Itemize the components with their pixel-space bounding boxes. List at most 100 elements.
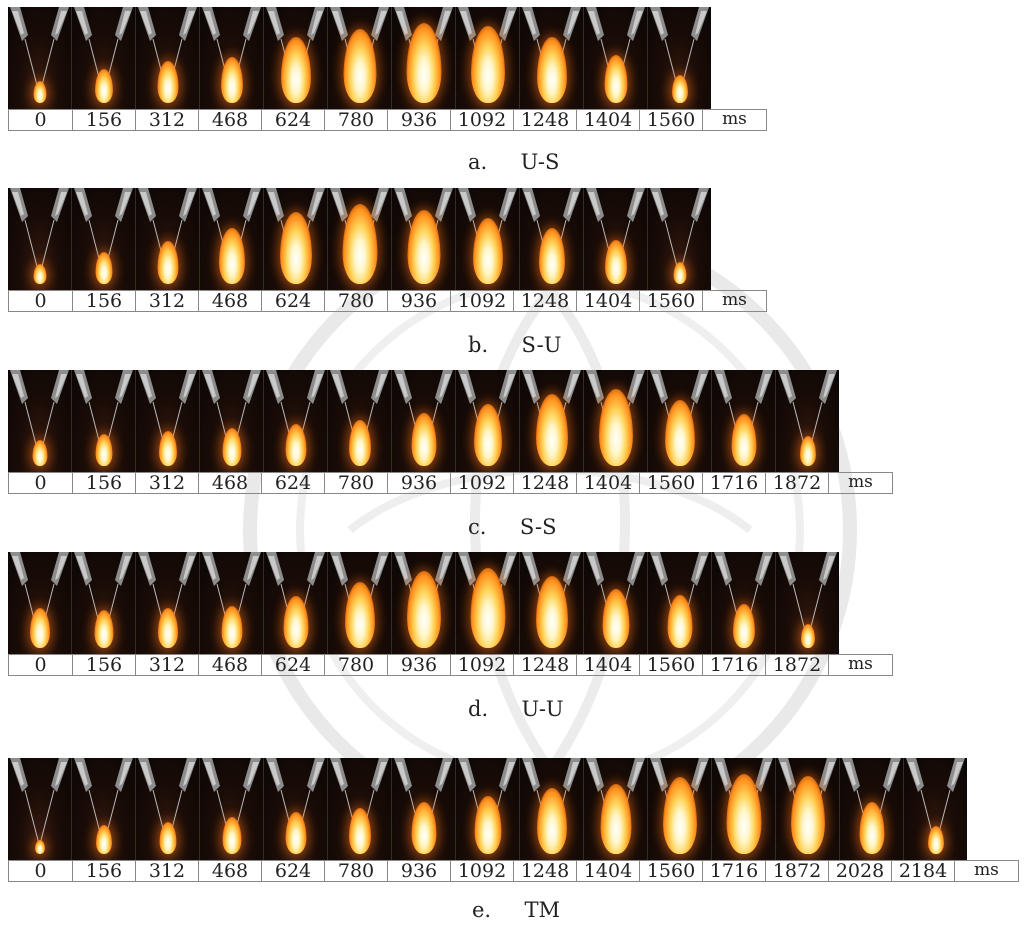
- time-label: 1248: [513, 291, 576, 312]
- frame-strip: [8, 552, 893, 654]
- electrode-holder-icon: [266, 552, 325, 641]
- flame-frame: [711, 552, 775, 654]
- time-label: 624: [261, 473, 324, 494]
- flame-frame: [647, 758, 711, 860]
- time-label: 1716: [702, 655, 765, 676]
- time-label: 1092: [450, 473, 513, 494]
- time-label-row: 0 156 312 468 624 780 936 1092 1248 1404 1560 1716 1…: [8, 860, 1019, 882]
- flame-icon: [285, 812, 306, 854]
- flame-icon: [222, 817, 241, 854]
- panel-e: 0 156 312 468 624 780 936 1092 1248 1404 1560 1716 1…: [8, 758, 1019, 882]
- flame-icon: [221, 606, 242, 648]
- flame-frame: [583, 758, 647, 860]
- frame-strip: [8, 758, 1019, 860]
- caption-b: b. S-U: [468, 333, 562, 357]
- flame-frame: [647, 552, 711, 654]
- time-label: 468: [198, 110, 261, 131]
- flame-icon: [604, 55, 627, 103]
- flame-frame: [327, 188, 391, 290]
- flame-icon: [280, 37, 311, 103]
- flame-icon: [157, 61, 178, 103]
- electrode-holder-icon: [138, 552, 197, 641]
- flame-frame: [711, 758, 775, 860]
- time-label: 780: [324, 861, 387, 882]
- time-label: 1404: [576, 291, 639, 312]
- flame-frame: [583, 370, 647, 472]
- electrode-holder-icon: [74, 188, 133, 277]
- flame-icon: [158, 431, 177, 466]
- time-label: 2028: [828, 861, 891, 882]
- electrode-holder-icon: [10, 552, 69, 641]
- flame-icon: [799, 436, 816, 466]
- electrode-holder-icon: [778, 552, 837, 641]
- flame-frame: [391, 370, 455, 472]
- flame-frame: [519, 370, 583, 472]
- time-label: 1872: [765, 655, 828, 676]
- time-unit-label: ms: [702, 110, 766, 130]
- flame-icon: [406, 571, 441, 648]
- time-label: 1560: [639, 110, 702, 131]
- flame-icon: [472, 218, 503, 284]
- flame-frame: [391, 7, 455, 109]
- flame-frame: [583, 7, 647, 109]
- time-label: 1092: [450, 655, 513, 676]
- time-label: 1092: [450, 861, 513, 882]
- caption-c: c. S-S: [468, 515, 557, 539]
- flame-icon: [731, 414, 756, 466]
- time-label: 1404: [576, 473, 639, 494]
- time-label: 468: [198, 861, 261, 882]
- flame-frame: [8, 7, 71, 109]
- flame-frame: [199, 188, 263, 290]
- time-label-row: 0 156 312 468 624 780 936 1092 1248 1404 1560 ms: [8, 109, 767, 131]
- flame-icon: [732, 604, 755, 648]
- time-label: 1404: [576, 655, 639, 676]
- flame-icon: [157, 608, 178, 648]
- flame-frame: [775, 552, 839, 654]
- electrode-holder-icon: [74, 758, 133, 847]
- time-label: 1872: [765, 861, 828, 882]
- time-label: 0: [34, 472, 47, 494]
- flame-icon: [800, 624, 815, 648]
- flame-icon: [474, 796, 501, 854]
- flame-frame: [263, 7, 327, 109]
- time-label: 1248: [513, 861, 576, 882]
- flame-icon: [32, 440, 47, 466]
- flame-icon: [671, 75, 688, 103]
- flame-frame: [519, 188, 583, 290]
- time-label: 624: [261, 291, 324, 312]
- time-label: 1716: [702, 473, 765, 494]
- caption-a: a. U-S: [468, 150, 560, 174]
- flame-icon: [536, 37, 567, 103]
- flame-icon: [95, 252, 112, 284]
- flame-frame: [391, 758, 455, 860]
- flame-frame: [71, 552, 135, 654]
- flame-icon: [157, 241, 178, 284]
- flame-icon: [664, 400, 695, 466]
- electrode-holder-icon: [10, 370, 69, 459]
- electrode-holder-icon: [522, 758, 581, 847]
- flame-icon: [95, 434, 112, 466]
- flame-icon: [602, 589, 629, 648]
- time-label: 468: [198, 655, 261, 676]
- flame-icon: [343, 29, 376, 103]
- time-label: 156: [72, 861, 135, 882]
- flame-icon: [473, 404, 502, 466]
- flame-icon: [535, 394, 568, 466]
- time-label: 1248: [513, 655, 576, 676]
- flame-frame: [519, 758, 583, 860]
- time-label: 0: [34, 860, 47, 882]
- time-label: 936: [387, 655, 450, 676]
- flame-frame: [135, 758, 199, 860]
- flame-frame: [327, 370, 391, 472]
- electrode-holder-icon: [10, 758, 69, 847]
- flame-frame: [455, 552, 519, 654]
- frame-strip: [8, 188, 767, 290]
- time-label: 1404: [576, 861, 639, 882]
- electrode-holder-icon: [74, 552, 133, 641]
- time-label: 780: [324, 655, 387, 676]
- flame-frame: [775, 758, 839, 860]
- flame-frame: [455, 188, 519, 290]
- flame-frame: [199, 552, 263, 654]
- flame-frame: [199, 758, 263, 860]
- time-label: 624: [261, 110, 324, 131]
